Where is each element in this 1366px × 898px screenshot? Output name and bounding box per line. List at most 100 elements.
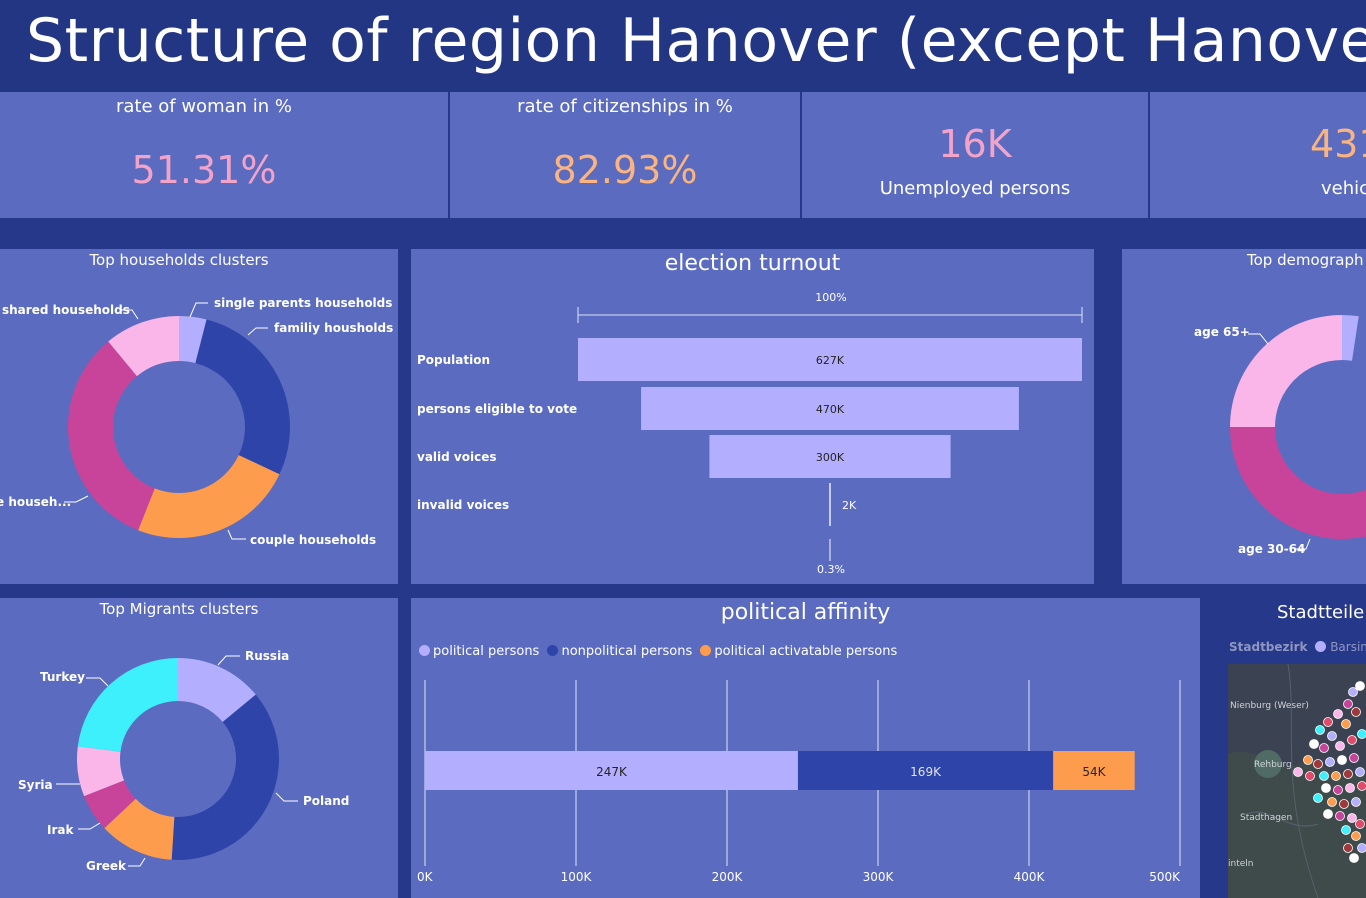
political-bar-chart[interactable]: 0K 100K 200K 300K 400K 500K 247K 169K 54K bbox=[411, 598, 1200, 898]
kpi-value: 431 bbox=[1310, 122, 1366, 166]
migrants-slice-russia[interactable] bbox=[178, 658, 256, 723]
map-point[interactable] bbox=[1349, 753, 1359, 763]
households-label-shared: shared households bbox=[2, 303, 130, 317]
households-slice-e-househ-[interactable] bbox=[67, 341, 155, 531]
map-point[interactable] bbox=[1347, 735, 1357, 745]
legend-item-activatable[interactable]: political activatable persons bbox=[700, 644, 897, 659]
funnel-value-label: 300K bbox=[816, 451, 845, 464]
legend-item-political[interactable]: political persons bbox=[419, 644, 539, 659]
legend-title: Stadtbezirk bbox=[1229, 640, 1308, 654]
households-label-couple: couple households bbox=[250, 533, 376, 547]
election-top-label: 100% bbox=[815, 291, 846, 304]
map-point[interactable] bbox=[1335, 811, 1345, 821]
households-slice-single-parents-households[interactable] bbox=[179, 316, 207, 364]
map-point[interactable] bbox=[1351, 707, 1361, 717]
map-point[interactable] bbox=[1339, 799, 1349, 809]
map-point[interactable] bbox=[1345, 783, 1355, 793]
map-point[interactable] bbox=[1341, 719, 1351, 729]
funnel-bar-valid-voices[interactable] bbox=[709, 435, 951, 478]
map-point[interactable] bbox=[1355, 681, 1365, 691]
legend-marker bbox=[700, 645, 712, 656]
map-point[interactable] bbox=[1327, 797, 1337, 807]
map-point[interactable] bbox=[1325, 757, 1335, 767]
demographics-label-30-64: age 30-64 bbox=[1238, 542, 1305, 556]
migrants-label-russia: Russia bbox=[245, 649, 289, 663]
election-panel[interactable]: election turnout 100% Population 627K pers… bbox=[411, 249, 1094, 584]
map-point[interactable] bbox=[1309, 739, 1319, 749]
map-point[interactable] bbox=[1315, 725, 1325, 735]
migrants-title: Top Migrants clusters bbox=[99, 600, 259, 618]
map-point[interactable] bbox=[1323, 809, 1333, 819]
legend-item-nonpolitical[interactable]: nonpolitical persons bbox=[547, 644, 692, 659]
map-canvas[interactable]: Nienburg (Weser) Rehburg Stadthagen inte… bbox=[1228, 664, 1366, 898]
migrants-panel[interactable]: Top Migrants clusters Russia Poland Gree… bbox=[0, 598, 398, 898]
map-point[interactable] bbox=[1333, 709, 1343, 719]
migrants-slice-syria[interactable] bbox=[77, 746, 125, 797]
bar-segment-nonpolitical-persons[interactable] bbox=[797, 751, 1054, 790]
migrants-label-turkey: Turkey bbox=[40, 670, 85, 684]
map-point[interactable] bbox=[1323, 717, 1333, 727]
map-point[interactable] bbox=[1357, 729, 1366, 739]
map-point[interactable] bbox=[1341, 825, 1351, 835]
bar-segment-political-persons[interactable] bbox=[425, 751, 798, 790]
households-label-single-parents: single parents households bbox=[214, 296, 392, 310]
households-slice-familiy-housholds[interactable] bbox=[195, 319, 291, 475]
map-point[interactable] bbox=[1343, 769, 1353, 779]
kpi-value: 82.93% bbox=[552, 148, 698, 192]
map-point[interactable] bbox=[1293, 767, 1303, 777]
political-panel[interactable]: political affinity political persons non… bbox=[411, 598, 1200, 898]
map-point[interactable] bbox=[1331, 771, 1341, 781]
map-point[interactable] bbox=[1333, 785, 1343, 795]
map-point[interactable] bbox=[1319, 743, 1329, 753]
legend-item[interactable]: Barsing bbox=[1330, 640, 1366, 654]
funnel-drop-indicator bbox=[829, 539, 831, 561]
map-point[interactable] bbox=[1313, 759, 1323, 769]
demographics-panel[interactable]: Top demograph age 65+ age 30-64 bbox=[1122, 249, 1366, 584]
households-donut[interactable]: single parents households familiy housho… bbox=[0, 249, 398, 584]
map-point[interactable] bbox=[1348, 687, 1358, 697]
migrants-slice-turkey[interactable] bbox=[77, 658, 178, 752]
x-tick-label: 100K bbox=[561, 870, 593, 884]
map-point[interactable] bbox=[1351, 831, 1361, 841]
demographics-slice-age-30-64[interactable] bbox=[1230, 427, 1366, 539]
demographics-donut[interactable]: age 65+ age 30-64 bbox=[1122, 249, 1366, 584]
map-point[interactable] bbox=[1313, 793, 1323, 803]
election-funnel[interactable]: 100% Population 627K persons eligible to v… bbox=[411, 249, 1094, 584]
map-point[interactable] bbox=[1357, 843, 1366, 853]
map-point[interactable] bbox=[1355, 767, 1365, 777]
households-slice-shared-households[interactable] bbox=[108, 316, 179, 377]
kpi-card-citizenship-rate[interactable]: rate of citizenships in % 82.93% bbox=[450, 92, 800, 218]
migrants-donut[interactable]: Russia Poland Greek Irak Syria Turkey bbox=[0, 598, 398, 898]
map-point[interactable] bbox=[1347, 813, 1357, 823]
map-point[interactable] bbox=[1327, 731, 1337, 741]
migrants-slice-greek[interactable] bbox=[104, 798, 175, 860]
map-point[interactable] bbox=[1305, 771, 1315, 781]
funnel-bar-persons-eligible-to-vote[interactable] bbox=[641, 387, 1019, 430]
funnel-bar-invalid-voices[interactable] bbox=[829, 483, 831, 526]
map-point[interactable] bbox=[1355, 819, 1365, 829]
map-point[interactable] bbox=[1335, 741, 1345, 751]
map-point[interactable] bbox=[1319, 771, 1329, 781]
map-point[interactable] bbox=[1357, 781, 1366, 791]
bar-segment-political-activatable-persons[interactable] bbox=[1053, 751, 1135, 790]
kpi-card-woman-rate[interactable]: rate of woman in % 51.31% bbox=[0, 92, 448, 218]
demographics-slice-age-65[interactable] bbox=[1230, 315, 1342, 427]
households-panel[interactable]: Top households clusters single parents h… bbox=[0, 249, 398, 584]
map-point[interactable] bbox=[1351, 797, 1361, 807]
migrants-slice-poland[interactable] bbox=[171, 694, 279, 860]
map-point[interactable] bbox=[1303, 755, 1313, 765]
funnel-value-label: 2K bbox=[842, 499, 857, 512]
map-point[interactable] bbox=[1321, 783, 1331, 793]
households-slice-couple-households[interactable] bbox=[138, 455, 280, 539]
demographics-title: Top demograph bbox=[1247, 251, 1364, 269]
map-point[interactable] bbox=[1343, 843, 1353, 853]
map-point[interactable] bbox=[1349, 853, 1359, 863]
kpi-card-unemployed[interactable]: 16K Unemployed persons bbox=[802, 92, 1148, 218]
funnel-bar-population[interactable] bbox=[578, 338, 1082, 381]
migrants-slice-irak[interactable] bbox=[84, 780, 136, 829]
map-point[interactable] bbox=[1343, 699, 1353, 709]
map-point[interactable] bbox=[1337, 755, 1347, 765]
kpi-card-vehicles[interactable]: 431 vehic bbox=[1150, 92, 1366, 218]
demographics-slice-other[interactable] bbox=[1342, 315, 1359, 361]
stadtteile-map[interactable]: Nienburg (Weser) Rehburg Stadthagen inte… bbox=[1228, 664, 1366, 898]
